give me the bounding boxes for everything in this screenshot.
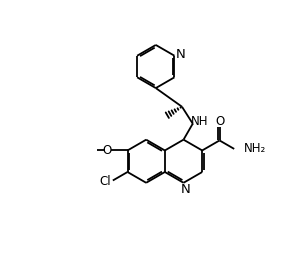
Text: NH₂: NH₂: [244, 143, 267, 155]
Text: O: O: [102, 144, 111, 157]
Text: N: N: [176, 48, 185, 61]
Text: Cl: Cl: [99, 175, 111, 188]
Text: O: O: [215, 115, 224, 128]
Text: NH: NH: [191, 115, 209, 128]
Text: N: N: [181, 183, 191, 196]
